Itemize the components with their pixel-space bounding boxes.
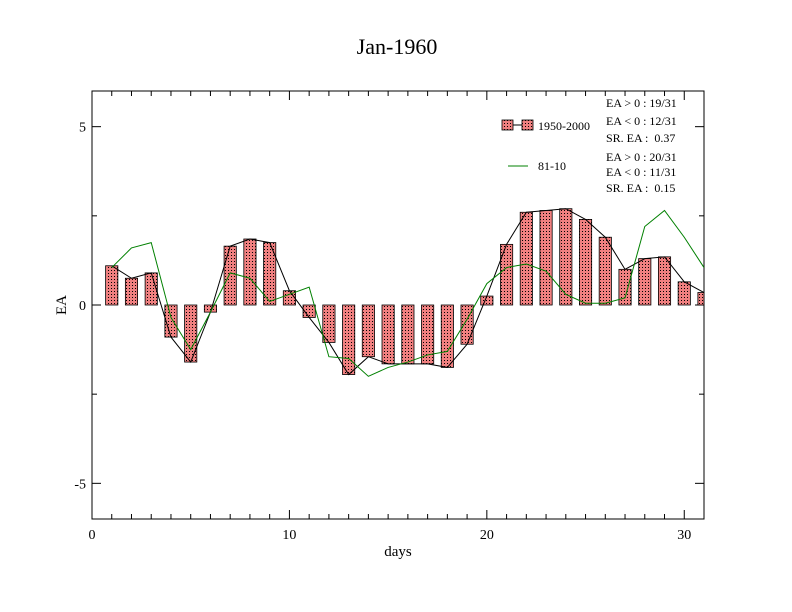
- y-tick-label: 5: [79, 121, 86, 136]
- series-lines: [111, 208, 704, 377]
- x-tick-label: 10: [282, 528, 296, 543]
- bar-day-15: [381, 304, 395, 365]
- stats-1-negative: EA < 0 : 12/31: [606, 114, 677, 128]
- bar-day-26: [598, 236, 612, 306]
- stats-1-positive: EA > 0 : 19/31: [606, 96, 677, 110]
- bar-day-22: [519, 211, 533, 306]
- stats-2-negative: EA < 0 : 11/31: [606, 165, 676, 179]
- bar-day-31: [697, 292, 705, 306]
- x-axis-label: days: [384, 544, 412, 560]
- bar-day-14: [361, 304, 375, 358]
- legend-label-81-10: 81-10: [538, 159, 566, 173]
- legend-label-1950-2000: 1950-2000: [538, 119, 590, 133]
- bar-day-16: [401, 304, 415, 365]
- bar-day-4: [164, 304, 178, 338]
- legend: 1950-2000 81-10 EA > 0 : 19/31 EA < 0 : …: [501, 96, 677, 195]
- bar-day-24: [559, 208, 573, 306]
- bar-day-20: [480, 295, 494, 306]
- y-tick-label: 0: [79, 299, 86, 314]
- stats-1-sr: SR. EA : 0.37: [606, 131, 675, 145]
- axes-ticks: 0 10 20 30 5 0 -5: [74, 91, 705, 543]
- bar-day-8: [243, 238, 257, 306]
- bar-day-29: [657, 256, 672, 306]
- bar-day-25: [579, 218, 593, 306]
- chart-title: Jan-1960: [357, 34, 438, 59]
- line-81-10: [111, 209, 704, 377]
- bar-day-5: [184, 304, 198, 363]
- bar-day-18: [440, 304, 454, 368]
- legend-bar-swatch-left: [501, 119, 514, 131]
- y-tick-label: -5: [74, 477, 86, 492]
- x-tick-label: 0: [89, 528, 96, 543]
- bar-day-2: [124, 277, 139, 306]
- bar-day-13: [342, 304, 356, 375]
- bar-day-1: [105, 265, 119, 306]
- bar-day-30: [677, 281, 691, 306]
- bar-day-3: [144, 272, 158, 306]
- x-tick-label: 20: [480, 528, 494, 543]
- bar-day-21: [500, 243, 514, 306]
- y-axis-label: EA: [54, 295, 70, 315]
- bar-day-27: [618, 268, 632, 306]
- stats-2-positive: EA > 0 : 20/31: [606, 150, 677, 164]
- stats-2-sr: SR. EA : 0.15: [606, 181, 675, 195]
- bar-day-23: [539, 210, 553, 306]
- bar-day-28: [638, 258, 652, 306]
- x-tick-label: 30: [677, 528, 691, 543]
- legend-bar-swatch-right: [521, 119, 534, 131]
- bar-day-7: [223, 245, 237, 306]
